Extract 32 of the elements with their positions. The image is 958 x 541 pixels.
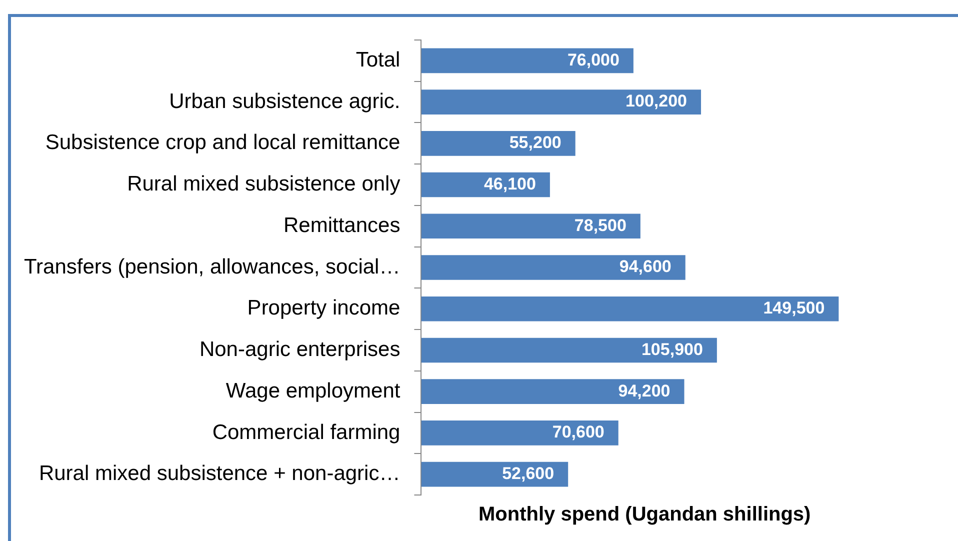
y-tick-label: Subsistence crop and local remittance xyxy=(45,131,400,154)
bar xyxy=(421,420,618,446)
data-label: 149,500 xyxy=(763,298,825,318)
bar xyxy=(421,379,684,404)
y-tick-label: Wage employment xyxy=(226,379,400,402)
data-label: 94,200 xyxy=(618,381,670,400)
data-label: 100,200 xyxy=(626,92,688,111)
bar xyxy=(421,214,640,239)
y-tick-label: Total xyxy=(356,48,400,72)
bar xyxy=(421,296,839,322)
y-tick-label: Urban subsistence agric. xyxy=(169,90,400,113)
bar xyxy=(421,255,686,280)
bar xyxy=(421,48,634,74)
data-label: 52,600 xyxy=(502,464,554,484)
data-label: 78,500 xyxy=(574,216,626,235)
bar xyxy=(421,338,717,363)
data-label: 76,000 xyxy=(567,50,620,70)
data-label: 94,600 xyxy=(619,257,672,276)
y-tick-label: Property income xyxy=(247,296,400,320)
data-label: 46,100 xyxy=(484,174,536,194)
data-label: 70,600 xyxy=(552,422,604,442)
x-axis-title: Monthly spend (Ugandan shillings) xyxy=(478,504,811,526)
y-tick-label: Rural mixed subsistence + non-agric… xyxy=(38,462,400,486)
data-label: 55,200 xyxy=(509,133,562,152)
bar xyxy=(421,90,702,114)
y-tick-label: Transfers (pension, allowances, social… xyxy=(24,255,400,278)
y-tick-label: Commercial farming xyxy=(212,420,400,444)
data-label: 105,900 xyxy=(641,340,703,359)
bar xyxy=(421,131,576,156)
y-tick-label: Remittances xyxy=(283,214,400,237)
y-tick-label: Rural mixed subsistence only xyxy=(127,172,401,196)
y-tick-label: Non-agric enterprises xyxy=(199,338,400,362)
